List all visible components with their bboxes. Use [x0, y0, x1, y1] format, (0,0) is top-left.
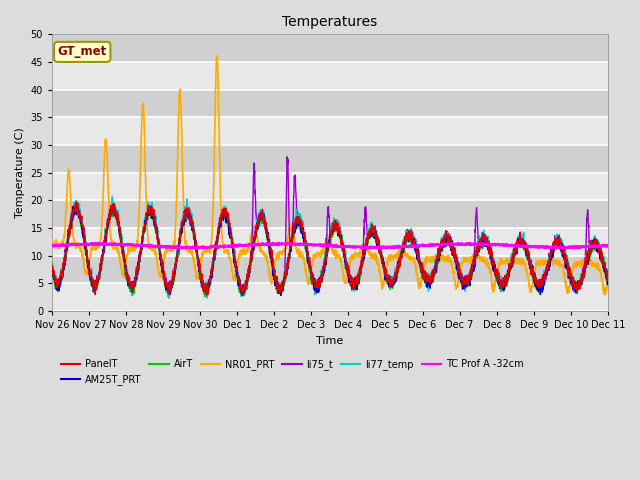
- AirT: [286, 253, 294, 259]
- li75_t: [286, 233, 294, 239]
- Line: TC Prof A -32cm: TC Prof A -32cm: [52, 242, 608, 249]
- PanelT: [203, 292, 211, 298]
- Legend: PanelT, AM25T_PRT, AirT, NR01_PRT, li75_t, li77_temp, TC Prof A -32cm: PanelT, AM25T_PRT, AirT, NR01_PRT, li75_…: [57, 356, 527, 389]
- Bar: [52, 90, 608, 117]
- li75_t: [129, 292, 136, 298]
- PanelT: [72, 199, 79, 205]
- li77_temp: [165, 295, 173, 301]
- PanelT: [262, 221, 269, 227]
- NR01_PRT: [111, 246, 119, 252]
- Text: GT_met: GT_met: [58, 46, 107, 59]
- li77_temp: [112, 209, 120, 215]
- AM25T_PRT: [73, 203, 81, 209]
- AirT: [604, 282, 612, 288]
- Bar: [52, 117, 608, 145]
- Y-axis label: Temperature (C): Temperature (C): [15, 127, 25, 218]
- Bar: [52, 283, 608, 311]
- Line: li77_temp: li77_temp: [52, 196, 608, 298]
- Bar: [52, 200, 608, 228]
- AirT: [262, 225, 269, 230]
- li77_temp: [262, 221, 269, 227]
- li75_t: [48, 261, 56, 266]
- NR01_PRT: [213, 53, 221, 59]
- li77_temp: [145, 206, 152, 212]
- Bar: [52, 145, 608, 173]
- PanelT: [286, 247, 294, 252]
- AM25T_PRT: [262, 226, 269, 232]
- li75_t: [145, 209, 152, 215]
- TC Prof A -32cm: [285, 241, 293, 247]
- AM25T_PRT: [277, 292, 285, 298]
- AM25T_PRT: [604, 279, 612, 285]
- NR01_PRT: [262, 251, 269, 256]
- Title: Temperatures: Temperatures: [282, 15, 378, 29]
- li75_t: [111, 207, 119, 213]
- li75_t: [534, 283, 541, 289]
- AM25T_PRT: [286, 255, 294, 261]
- NR01_PRT: [533, 261, 541, 267]
- AirT: [48, 261, 56, 266]
- Bar: [52, 35, 608, 62]
- li75_t: [593, 240, 601, 246]
- TC Prof A -32cm: [262, 241, 269, 247]
- AM25T_PRT: [112, 209, 120, 215]
- li77_temp: [604, 282, 612, 288]
- AirT: [203, 293, 211, 299]
- Line: li75_t: li75_t: [52, 157, 608, 295]
- TC Prof A -32cm: [593, 244, 601, 250]
- Line: AM25T_PRT: AM25T_PRT: [52, 206, 608, 295]
- NR01_PRT: [601, 292, 609, 298]
- li75_t: [262, 224, 269, 230]
- AirT: [593, 247, 601, 253]
- PanelT: [593, 239, 601, 245]
- li77_temp: [593, 239, 601, 245]
- li77_temp: [286, 250, 294, 256]
- AM25T_PRT: [48, 263, 56, 269]
- AM25T_PRT: [145, 209, 152, 215]
- TC Prof A -32cm: [112, 242, 120, 248]
- li77_temp: [534, 280, 541, 286]
- AirT: [72, 204, 79, 209]
- AM25T_PRT: [593, 238, 601, 244]
- NR01_PRT: [593, 264, 601, 270]
- li75_t: [604, 276, 612, 282]
- AirT: [145, 213, 152, 219]
- PanelT: [145, 208, 152, 214]
- TC Prof A -32cm: [533, 245, 541, 251]
- PanelT: [534, 278, 541, 284]
- TC Prof A -32cm: [604, 243, 612, 249]
- X-axis label: Time: Time: [316, 336, 344, 346]
- Line: NR01_PRT: NR01_PRT: [52, 56, 608, 295]
- AM25T_PRT: [534, 278, 541, 284]
- TC Prof A -32cm: [145, 244, 152, 250]
- PanelT: [112, 211, 120, 216]
- li77_temp: [108, 193, 116, 199]
- Bar: [52, 173, 608, 200]
- li75_t: [284, 154, 291, 160]
- Line: PanelT: PanelT: [52, 202, 608, 295]
- TC Prof A -32cm: [48, 243, 56, 249]
- Bar: [52, 228, 608, 256]
- PanelT: [604, 275, 612, 281]
- NR01_PRT: [285, 228, 293, 234]
- Bar: [52, 256, 608, 283]
- NR01_PRT: [604, 274, 612, 279]
- Line: AirT: AirT: [52, 206, 608, 296]
- NR01_PRT: [48, 242, 56, 248]
- AirT: [534, 286, 541, 292]
- li77_temp: [48, 261, 56, 266]
- Bar: [52, 62, 608, 90]
- NR01_PRT: [145, 241, 152, 247]
- TC Prof A -32cm: [558, 246, 566, 252]
- PanelT: [48, 263, 56, 269]
- TC Prof A -32cm: [94, 240, 102, 245]
- AirT: [112, 209, 120, 215]
